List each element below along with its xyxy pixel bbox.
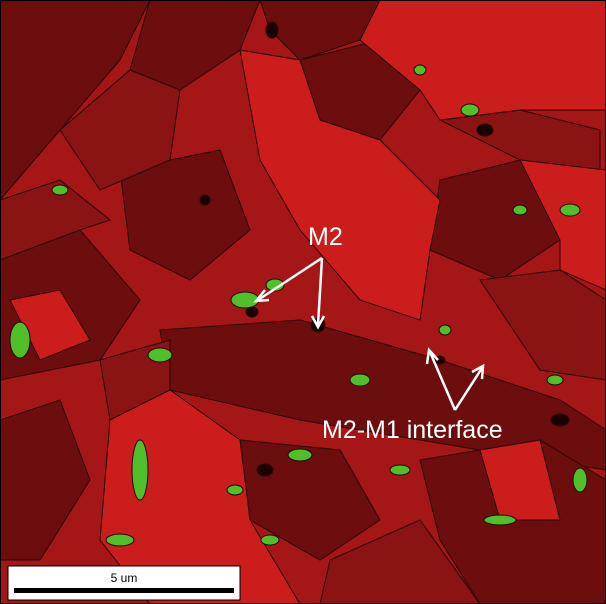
green-phase-shape (227, 485, 243, 495)
green-phase-shape (148, 348, 172, 362)
green-phase-shape (513, 205, 527, 215)
black-spots-shape (200, 195, 210, 205)
black-spots-shape (246, 307, 258, 317)
scale-bar-label: 5 um (111, 571, 138, 585)
black-spots-shape (477, 124, 493, 136)
green-phase-shape (132, 440, 148, 500)
ebsd-map: M2 M2-M1 interface 5 um (0, 0, 606, 604)
black-spots-shape (257, 464, 273, 476)
green-phase-shape (573, 468, 587, 492)
page: M2 M2-M1 interface 5 um (() => { const d… (0, 0, 606, 604)
green-phase-shape (106, 534, 134, 546)
green-phase-shape (10, 322, 30, 358)
scale-bar-line (14, 588, 234, 593)
green-phase-shape (547, 375, 563, 385)
black-spots-shape (551, 414, 569, 426)
green-phase-shape (231, 292, 259, 308)
green-phase-shape (52, 185, 68, 195)
green-phase-shape (484, 515, 516, 525)
scale-bar: 5 um (8, 566, 240, 600)
green-phase-shape (288, 449, 312, 461)
green-phase-shape (390, 465, 410, 475)
green-phase-shape (461, 104, 479, 116)
green-phase-shape (414, 65, 426, 75)
m2-label: M2 (308, 223, 343, 251)
green-phase-shape (439, 325, 451, 335)
black-spots-shape (266, 22, 278, 38)
interface-label: M2-M1 interface (322, 416, 503, 444)
green-phase-shape (350, 374, 370, 386)
green-phase-shape (560, 204, 580, 216)
green-phase-shape (261, 535, 279, 545)
